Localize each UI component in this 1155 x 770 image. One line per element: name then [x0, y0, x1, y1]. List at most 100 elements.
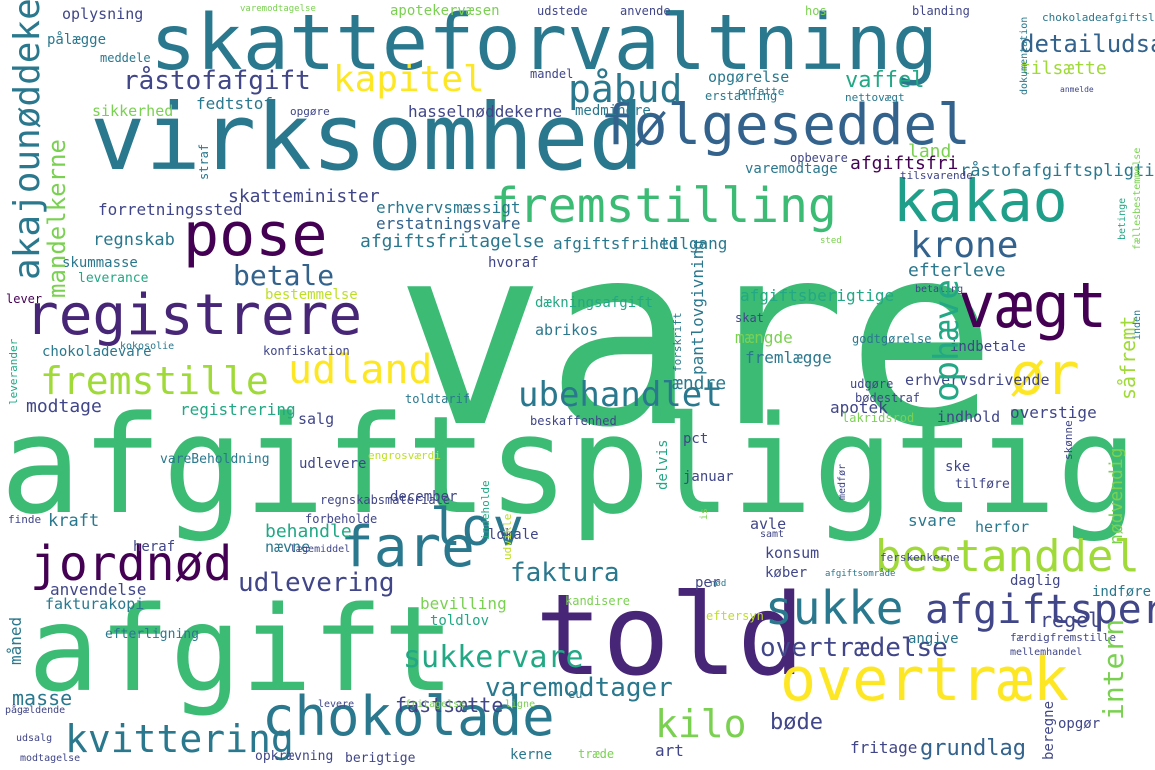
word-vare: vare — [395, 191, 998, 482]
word-per: behandle — [265, 521, 352, 542]
word-nettovægt: sikkerhed — [92, 102, 174, 120]
word-angive: herfor — [975, 518, 1030, 536]
word-måned: samt — [760, 529, 785, 540]
word-land: bøde — [770, 710, 823, 735]
word-sted: chokoladevare — [42, 344, 152, 360]
word-efterligning: beregne — [1041, 700, 1057, 760]
word-tilsvarende: hasselnøddekerne — [408, 102, 563, 121]
word-pålægge: fritage — [850, 738, 918, 757]
word-skønne: nød — [710, 579, 727, 589]
word-råstofafgift: faktura — [510, 558, 620, 588]
word-indbetale: leverance — [78, 271, 149, 286]
word-registrere: registrere — [25, 283, 363, 348]
word-udlevere: godtgørelse — [852, 332, 932, 346]
word-hvoraf: opbevare — [790, 151, 848, 165]
word-finde: udlevere — [299, 456, 367, 472]
word-hasselnøddekerne: berigtige — [345, 751, 416, 766]
word-eftersyn: leverander — [7, 338, 20, 405]
word-påbud: påbud — [568, 67, 683, 111]
word-varemodtagelse: toldtarif — [405, 392, 471, 406]
word-kerne: indføre — [1092, 584, 1152, 600]
word-medmindre: opkrævning — [255, 749, 334, 764]
word-erstatningsvare: måned — [6, 616, 25, 665]
word-heraf: pct — [683, 431, 709, 447]
word-chokolade: chokolade — [262, 685, 555, 748]
word-bestanddel: bestanddel — [875, 531, 1140, 582]
word-herfor: kraft — [48, 511, 100, 531]
word-inden: engrosværdi — [368, 449, 441, 462]
word-fastsætte: vaffel — [845, 68, 925, 93]
word-bevilling: avle — [750, 515, 787, 533]
word-ligne: pantlovgivning — [688, 240, 707, 375]
word-anmelde: afgiftsområde — [825, 569, 896, 579]
word-fritage: køber — [765, 565, 808, 581]
word-regel: intern — [1097, 618, 1130, 720]
word-sukkervare: råstofafgift — [123, 66, 311, 96]
word-bøde: detailudsalg — [1020, 30, 1155, 58]
word-afgiftsfritagelse: anvendelse — [50, 580, 147, 599]
word-køber: heraf — [133, 539, 176, 555]
word-eu: abrikos — [535, 321, 599, 339]
word-ske: overstige — [1010, 403, 1097, 422]
word-udstede: mandel — [530, 67, 574, 81]
word-opgør: konsum — [765, 544, 820, 562]
word-udland: udland — [288, 347, 433, 393]
word-samt: hvoraf — [488, 255, 539, 271]
word-tilføre: modtage — [26, 396, 102, 417]
word-erstatning: pålægge — [47, 32, 107, 48]
word-råstofafgiftspligtig: grundlag — [920, 736, 1026, 761]
word-tilsætte: overtrædelse — [760, 633, 948, 663]
word-kapitel: kapitel — [333, 59, 485, 100]
word-chokoladevare: chokoladeafgiftslov — [1042, 11, 1155, 24]
word-masse: regel — [1040, 608, 1101, 632]
word-lever: erhvervsmæssigt — [376, 198, 521, 217]
word-meddele: art — [655, 741, 684, 760]
word-nød: vareBeholdning — [160, 452, 270, 467]
word-daglig: nævne — [265, 538, 311, 556]
word-overtræk: overtræk — [780, 645, 1069, 715]
word-delvis: betaling — [915, 284, 964, 295]
word-erhvervsdrivende: bestemmelse — [265, 287, 358, 303]
word-betinge: udsalg — [16, 733, 53, 744]
word-forskrift: fritagelse — [405, 699, 466, 710]
word-is: regnskabsmateriale — [320, 493, 451, 507]
word-mængde: regnskab — [93, 230, 175, 250]
word-udlevering: betale — [233, 259, 335, 292]
word-intern: mellemhandel — [1010, 647, 1083, 658]
word-vareBeholdning: anmelde — [1060, 85, 1094, 94]
word-regnskabsmateriale: kokosolie — [120, 341, 175, 352]
word-kilo: ophæve — [927, 279, 967, 402]
word-hos: erstatning — [705, 89, 778, 103]
word-apotek: afgiftsberigtige — [740, 286, 895, 305]
word-bødestraf: apotekervæsen — [390, 3, 500, 19]
word-leverance: afgiftsfritagelse — [360, 231, 545, 252]
word-levere: skat — [735, 311, 764, 325]
word-behandle: januar — [683, 469, 734, 485]
word-færdigfremstille: udvikle — [501, 513, 514, 560]
word-mandel: efterligning — [105, 627, 199, 642]
word-kvittering: krone — [910, 225, 1019, 266]
word-sukke: sukke — [765, 581, 904, 635]
word-opgøre: fakturakopi — [45, 595, 145, 613]
word-udvikle: sted — [820, 236, 842, 246]
word-ubehandlet: akajounøddekerne — [7, 0, 48, 280]
word-modtagelse: lakridsrod — [842, 411, 915, 425]
word-ferskenkerne: medfør — [837, 463, 848, 500]
word-lov: lov — [430, 498, 524, 558]
word-engrosværdi: beskaffenhed — [530, 414, 617, 428]
word-afgiftsområde: indeholde — [479, 480, 492, 540]
word-afgiftsberigtige: efterleve — [908, 260, 1006, 281]
word-anvende: opgørelse — [708, 68, 790, 86]
word-januar: indhold — [937, 408, 1001, 426]
word-fare: fare — [340, 515, 475, 580]
word-abrikos: tilsvarende — [900, 169, 973, 182]
word-mellemhandel: is — [699, 507, 710, 520]
word-dækningsafgift: tilgang — [660, 234, 728, 253]
word-efterleve: skatteminister — [228, 186, 380, 207]
word-bestemmelse: afgiftsfrihed — [553, 234, 679, 253]
word-kokosolie: dokumentation — [1019, 16, 1030, 95]
word-lakridsrod: udstede — [537, 4, 588, 18]
word-indeholde: inden — [1132, 309, 1143, 340]
word-udsalg: bødestraf — [855, 391, 921, 405]
